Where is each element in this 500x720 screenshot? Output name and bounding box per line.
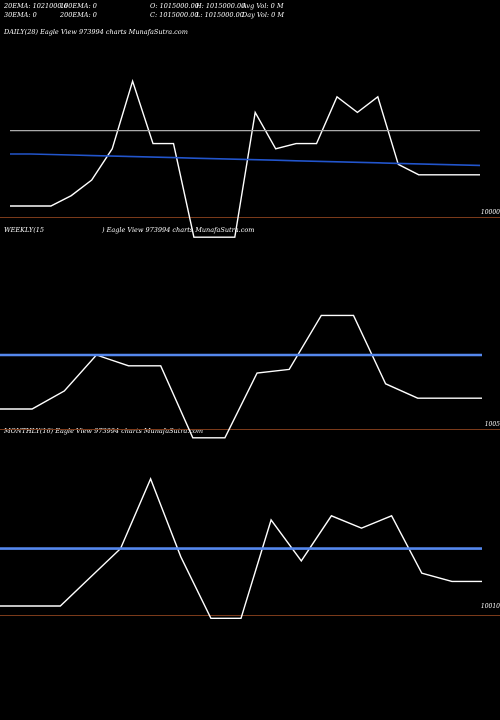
header-ema200: 200EMA: 0: [60, 11, 97, 19]
header-ema20: 20EMA: 1021000.6: [4, 2, 68, 10]
header-ema100: 100EMA: 0: [60, 2, 97, 10]
monthly-price-line: [0, 477, 482, 619]
daily-ema-line: [10, 153, 481, 167]
daily-chart-label: DAILY(28) Eagle View 973994 charts Munaf…: [4, 28, 188, 36]
header-dayvol: Day Vol: 0 M: [242, 11, 285, 19]
header-open: O: 1015000.00: [150, 2, 199, 10]
daily-price-line: [10, 78, 480, 238]
weekly-chart-label: WEEKLY(15: [4, 226, 45, 234]
header-avgvol: Avg Vol: 0 M: [242, 2, 284, 10]
weekly-price-line: [0, 314, 482, 439]
daily-tick-label: 10000: [480, 209, 500, 216]
weekly-chart-label-rest: ) Eagle View 973994 charts MunafaSutra.c…: [102, 226, 255, 234]
monthly-tick-label: 10010: [480, 603, 500, 610]
header-ema30: 30EMA: 0: [4, 11, 37, 19]
header-close: C: 1015000.00: [150, 11, 199, 19]
header-low: L: 1015000.00: [196, 11, 244, 19]
monthly-chart-label: MONTHLY(16) Eagle View 973994 charts Mun…: [4, 427, 204, 435]
header-high: H: 1015000.00: [196, 2, 246, 10]
weekly-tick-label: 1005: [484, 421, 500, 428]
